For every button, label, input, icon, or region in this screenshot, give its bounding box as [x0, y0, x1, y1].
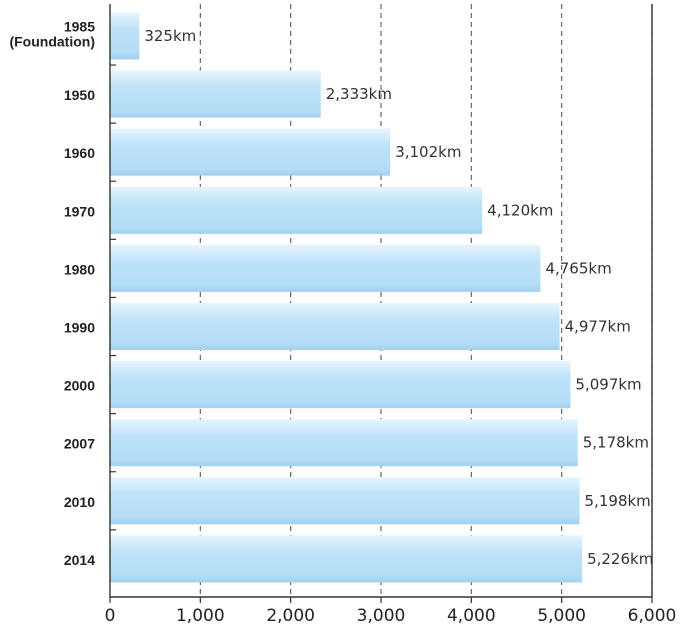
axes — [109, 4, 653, 603]
x-tick-label-6000: 6,000 — [628, 606, 677, 626]
labels: 325km 1985 (Foundation) 2,333km 1950 3,102km 1… — [9, 19, 676, 627]
x-tick-label-2000: 2,000 — [266, 606, 315, 626]
value-label-8: 5,198km — [585, 492, 651, 510]
category-label-line: 2014 — [64, 552, 95, 568]
category-label-5: 1990 — [64, 320, 95, 336]
x-tick-label-1000: 1,000 — [176, 606, 225, 626]
category-label-line: 1980 — [64, 261, 95, 277]
x-tick-label-3000: 3,000 — [357, 606, 406, 626]
value-label-2: 3,102km — [395, 143, 461, 161]
value-label-1: 2,333km — [326, 85, 392, 103]
bar-2 — [110, 128, 391, 176]
category-label-line: 2010 — [64, 494, 95, 510]
bar-6 — [110, 361, 571, 409]
x-tick-label-4000: 4,000 — [447, 606, 496, 626]
bar-4 — [110, 244, 541, 292]
value-label-5: 4,977km — [565, 318, 631, 336]
category-label-line: 1960 — [64, 145, 95, 161]
bar-7 — [110, 419, 578, 467]
value-label-3: 4,120km — [487, 201, 553, 219]
value-label-9: 5,226km — [587, 550, 653, 568]
value-label-4: 4,765km — [545, 259, 611, 277]
category-label-2: 1960 — [64, 145, 95, 161]
category-label-3: 1970 — [64, 203, 95, 219]
category-label-line: (Foundation) — [9, 34, 95, 50]
category-label-8: 2010 — [64, 494, 95, 510]
category-label-6: 2000 — [64, 378, 95, 394]
value-label-0: 325km — [144, 27, 196, 45]
category-label-9: 2014 — [64, 552, 95, 568]
category-label-4: 1980 — [64, 261, 95, 277]
category-label-0: 1985 (Foundation) — [9, 19, 95, 50]
category-label-1: 1950 — [64, 87, 95, 103]
category-label-line: 2000 — [64, 378, 95, 394]
category-label-line: 1985 — [64, 19, 95, 35]
bar-1 — [110, 70, 321, 118]
value-label-6: 5,097km — [575, 376, 641, 394]
bar-3 — [110, 186, 483, 234]
category-label-line: 1950 — [64, 87, 95, 103]
category-label-line: 2007 — [64, 436, 95, 452]
x-tick-label-5000: 5,000 — [537, 606, 586, 626]
category-label-line: 1990 — [64, 320, 95, 336]
category-label-7: 2007 — [64, 436, 95, 452]
value-label-7: 5,178km — [583, 434, 649, 452]
bar-0 — [110, 12, 140, 60]
x-tick-label-0: 0 — [105, 606, 116, 626]
bar-8 — [110, 477, 580, 525]
bar-5 — [110, 303, 560, 350]
bar-9 — [110, 535, 583, 583]
category-label-line: 1970 — [64, 203, 95, 219]
bars — [110, 12, 583, 583]
